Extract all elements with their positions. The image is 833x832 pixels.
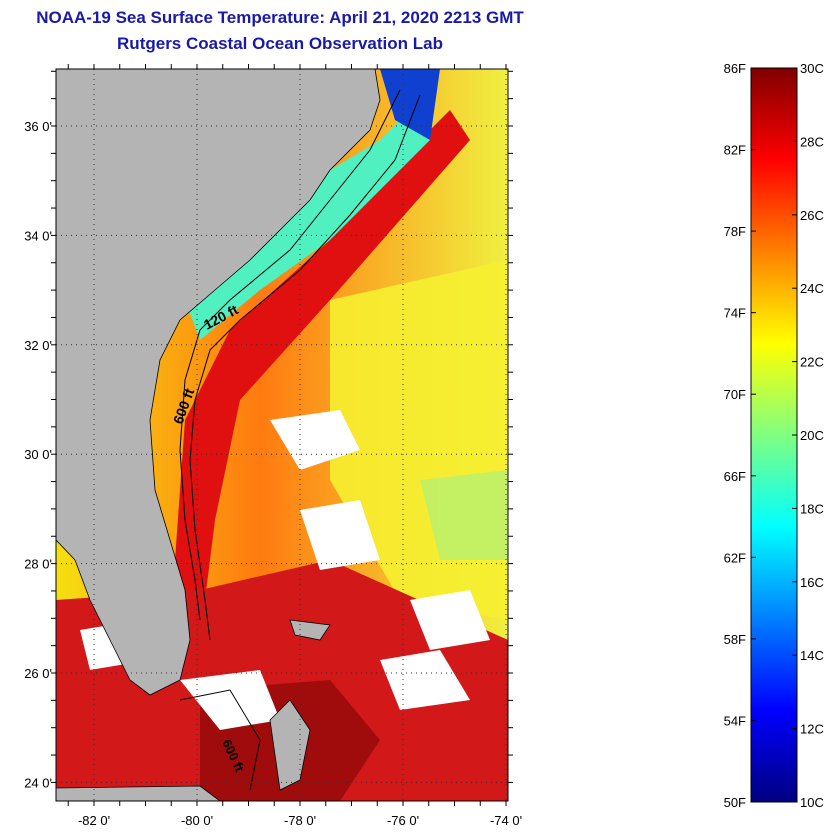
colorbar-c-label: 14C bbox=[800, 648, 824, 663]
coastal-cool-water bbox=[185, 100, 430, 340]
colorbar-f-label: 66F bbox=[724, 469, 746, 484]
map-ticks bbox=[51, 64, 513, 806]
lat-label: 26 0' bbox=[24, 666, 52, 681]
map-area bbox=[56, 69, 508, 801]
lat-label: 30 0' bbox=[24, 447, 52, 462]
colorbar-f-label: 74F bbox=[724, 306, 746, 321]
lat-label: 36 0' bbox=[24, 119, 52, 134]
cloud-patch bbox=[180, 670, 280, 730]
colorbar-f-label: 86F bbox=[724, 61, 746, 76]
colorbar-c-label: 10C bbox=[800, 795, 824, 810]
contour-600ft-bahamas bbox=[179, 689, 261, 791]
land-cuba bbox=[56, 785, 221, 801]
colorbar-c-label: 24C bbox=[800, 281, 824, 296]
chart-title: NOAA-19 Sea Surface Temperature: April 2… bbox=[36, 8, 524, 27]
colorbar-c-label: 30C bbox=[800, 61, 824, 76]
lat-label: 32 0' bbox=[24, 338, 52, 353]
land-andros-island bbox=[269, 699, 311, 791]
colorbar-f-label: 58F bbox=[724, 632, 746, 647]
colorbar-f-label: 82F bbox=[724, 143, 746, 158]
lat-label: 28 0' bbox=[24, 557, 52, 572]
colorbar-c-label: 28C bbox=[800, 134, 824, 149]
colorbar-f-label: 54F bbox=[724, 713, 746, 728]
lon-label: -76 0' bbox=[387, 813, 419, 828]
land-southeast-us bbox=[56, 69, 381, 696]
lat-label: 34 0' bbox=[24, 228, 52, 243]
lon-label: -80 0' bbox=[181, 813, 213, 828]
cloud-patch bbox=[410, 590, 490, 650]
contour-600ft bbox=[189, 94, 421, 641]
colorbar-c-label: 16C bbox=[800, 575, 824, 590]
map-frame bbox=[55, 68, 509, 802]
colorbar-f-label: 62F bbox=[724, 550, 746, 565]
longitude-labels: -82 0' -80 0' -78 0' -76 0' -74 0' bbox=[78, 813, 522, 828]
colorbar-f-label: 70F bbox=[724, 387, 746, 402]
colorbar-f-label: 78F bbox=[724, 224, 746, 239]
chesapeake-cold-water bbox=[380, 69, 440, 140]
colorbar-c-label: 20C bbox=[800, 428, 824, 443]
lon-label: -82 0' bbox=[78, 813, 110, 828]
latitude-labels: 36 0' 34 0' 32 0' 30 0' 28 0' 26 0' 24 0' bbox=[24, 119, 52, 790]
contour-120ft bbox=[179, 89, 401, 621]
cloud-patch bbox=[270, 410, 360, 470]
colorbar-fahrenheit-labels: 86F 82F 78F 74F 70F 66F 62F 58F 54F 50F bbox=[724, 61, 756, 810]
colorbar-f-label: 50F bbox=[724, 795, 746, 810]
offshore-cool-water bbox=[420, 470, 508, 560]
map-gridlines bbox=[56, 69, 508, 801]
lon-label: -78 0' bbox=[284, 813, 316, 828]
colorbar-c-label: 26C bbox=[800, 208, 824, 223]
colorbar-c-label: 18C bbox=[800, 501, 824, 516]
chart-subtitle: Rutgers Coastal Ocean Observation Lab bbox=[117, 34, 443, 53]
lon-label: -74 0' bbox=[490, 813, 522, 828]
colorbar-c-label: 12C bbox=[800, 722, 824, 737]
cloud-patch bbox=[300, 500, 380, 570]
lat-label: 24 0' bbox=[24, 775, 52, 790]
colorbar bbox=[750, 67, 798, 803]
colorbar-c-label: 22C bbox=[800, 355, 824, 370]
colorbar-celsius-labels: 30C 28C 26C 24C 22C 20C 18C 16C 14C 12C 10C bbox=[792, 61, 824, 810]
